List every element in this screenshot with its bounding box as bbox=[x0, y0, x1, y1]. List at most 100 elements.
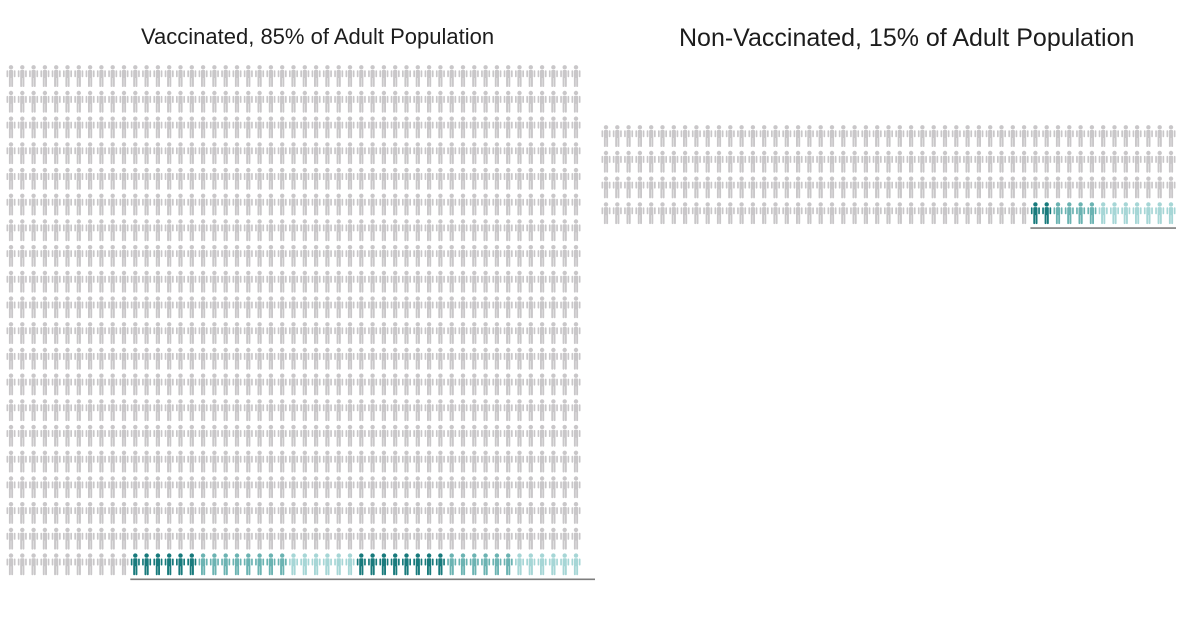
person-icon bbox=[985, 150, 995, 173]
person-icon bbox=[51, 502, 61, 524]
person-icon bbox=[402, 296, 411, 319]
person-icon bbox=[515, 347, 524, 370]
person-icon bbox=[6, 65, 16, 87]
person-icon bbox=[469, 270, 479, 293]
person-icon bbox=[492, 527, 502, 550]
person-icon bbox=[1121, 125, 1131, 147]
person-icon bbox=[119, 553, 129, 576]
person-icon bbox=[255, 142, 265, 165]
person-icon bbox=[838, 202, 848, 225]
person-icon bbox=[469, 424, 479, 447]
person-icon bbox=[963, 125, 973, 147]
person-icon bbox=[221, 90, 231, 113]
person-icon bbox=[356, 553, 366, 576]
person-icon bbox=[334, 245, 344, 267]
person-icon bbox=[390, 296, 400, 319]
person-icon bbox=[515, 296, 524, 319]
person-icon bbox=[413, 245, 423, 267]
person-icon bbox=[1143, 150, 1153, 173]
person-icon bbox=[40, 399, 50, 422]
person-icon bbox=[345, 450, 355, 473]
person-icon bbox=[198, 65, 208, 87]
person-icon bbox=[748, 202, 758, 225]
person-icon bbox=[198, 502, 208, 524]
person-icon bbox=[243, 270, 253, 293]
person-icon bbox=[108, 142, 118, 165]
person-icon bbox=[469, 296, 479, 319]
person-icon bbox=[322, 450, 332, 473]
person-icon bbox=[74, 424, 84, 447]
person-icon bbox=[379, 450, 389, 473]
person-icon bbox=[130, 347, 140, 370]
person-icon bbox=[548, 167, 558, 190]
person-icon bbox=[176, 553, 185, 576]
person-icon bbox=[51, 167, 61, 190]
person-icon bbox=[1121, 176, 1131, 199]
person-icon bbox=[379, 322, 389, 344]
person-icon bbox=[503, 270, 513, 293]
person-icon bbox=[1087, 202, 1097, 225]
person-icon bbox=[492, 322, 502, 344]
person-icon bbox=[571, 270, 581, 293]
person-icon bbox=[153, 347, 163, 370]
person-icon bbox=[29, 245, 39, 267]
person-icon bbox=[680, 150, 690, 173]
person-icon bbox=[560, 347, 570, 370]
person-icon bbox=[40, 167, 50, 190]
person-icon bbox=[311, 245, 321, 267]
person-icon bbox=[624, 202, 634, 225]
person-icon bbox=[816, 125, 826, 147]
person-icon bbox=[515, 399, 524, 422]
person-icon bbox=[469, 219, 479, 242]
person-icon bbox=[481, 116, 491, 139]
person-icon bbox=[379, 193, 389, 216]
person-icon bbox=[198, 424, 208, 447]
person-icon bbox=[311, 373, 321, 396]
person-icon bbox=[680, 202, 690, 225]
person-icon bbox=[435, 219, 445, 242]
person-icon bbox=[1076, 150, 1086, 173]
person-icon bbox=[6, 322, 16, 344]
person-icon bbox=[40, 219, 50, 242]
person-icon bbox=[413, 219, 423, 242]
person-icon bbox=[368, 399, 378, 422]
person-icon bbox=[424, 90, 434, 113]
person-icon bbox=[277, 450, 287, 473]
person-icon bbox=[209, 142, 219, 165]
person-icon bbox=[63, 219, 72, 242]
person-icon bbox=[130, 90, 140, 113]
person-icon bbox=[176, 399, 185, 422]
person-icon bbox=[63, 322, 72, 344]
person-icon bbox=[435, 116, 445, 139]
person-icon bbox=[917, 176, 927, 199]
person-icon bbox=[503, 373, 513, 396]
person-icon bbox=[255, 245, 265, 267]
person-icon bbox=[571, 373, 581, 396]
person-icon bbox=[221, 142, 231, 165]
person-icon bbox=[119, 424, 129, 447]
person-icon bbox=[526, 553, 536, 576]
person-icon bbox=[1098, 150, 1108, 173]
person-icon bbox=[560, 65, 570, 87]
person-icon bbox=[356, 167, 366, 190]
person-icon bbox=[277, 373, 287, 396]
person-icon bbox=[334, 193, 344, 216]
person-icon bbox=[748, 176, 758, 199]
person-icon bbox=[1143, 125, 1153, 147]
person-icon bbox=[390, 502, 400, 524]
person-icon bbox=[130, 167, 140, 190]
person-icon bbox=[96, 270, 106, 293]
person-icon bbox=[515, 219, 524, 242]
person-icon bbox=[300, 219, 310, 242]
person-icon bbox=[469, 502, 479, 524]
person-icon bbox=[29, 90, 39, 113]
person-icon bbox=[492, 399, 502, 422]
person-icon bbox=[255, 502, 265, 524]
person-icon bbox=[669, 150, 679, 173]
person-icon bbox=[1030, 125, 1040, 147]
person-icon bbox=[29, 142, 39, 165]
person-icon bbox=[560, 90, 570, 113]
person-icon bbox=[1008, 202, 1018, 225]
person-icon bbox=[413, 424, 423, 447]
person-icon bbox=[6, 90, 16, 113]
